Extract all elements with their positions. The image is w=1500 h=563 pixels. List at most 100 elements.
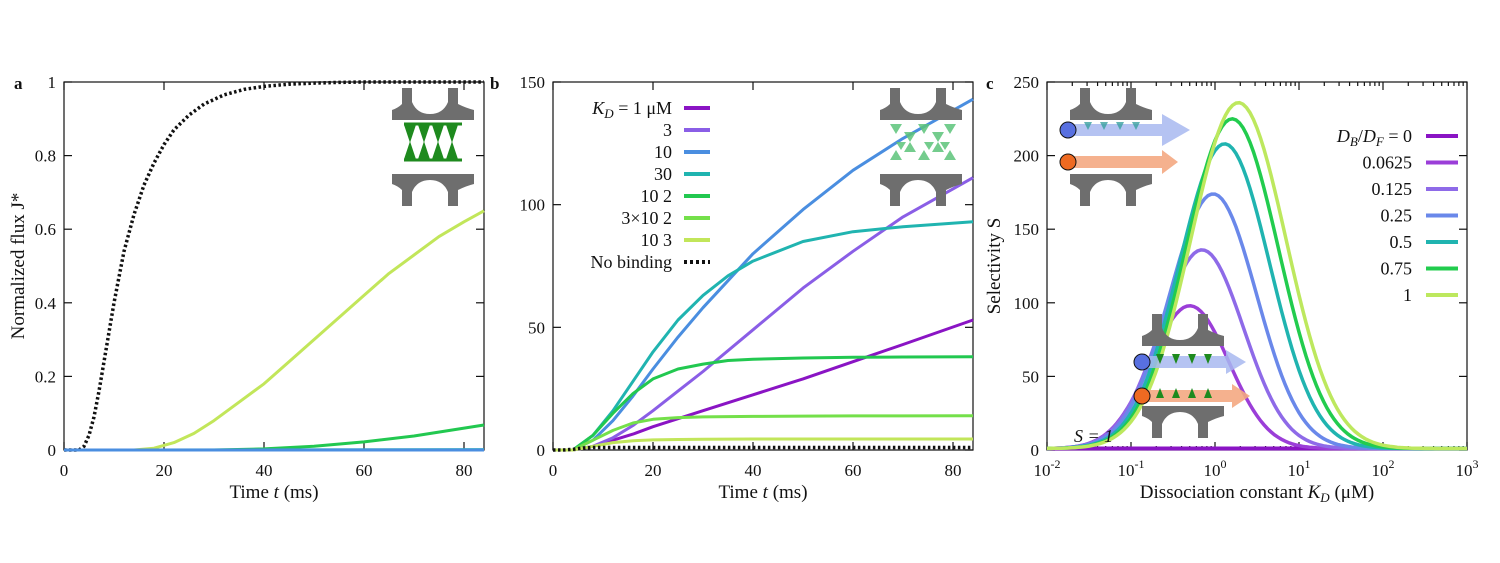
pore-bottom-icon [1070, 174, 1152, 206]
binding-sites-icon [890, 124, 956, 160]
x-tick-label: 40 [745, 461, 762, 480]
legend-label-c10: 10 [654, 142, 672, 162]
panel-b-pore-inset [880, 88, 962, 206]
y-tick-label: 150 [520, 73, 546, 92]
y-tick-label: 250 [1014, 73, 1040, 92]
binding-sites-icon [403, 122, 462, 162]
binding-sites-icon [1084, 122, 1140, 130]
panel-b-frame [552, 81, 974, 451]
x-tick-label: 20 [156, 461, 173, 480]
legend-label-c1000: 10 3 [641, 230, 673, 250]
pore-top-icon [1070, 88, 1152, 120]
selectivity-curve-r1 [1047, 100, 1467, 451]
series-line-c1000 [64, 209, 485, 452]
free-arrow-icon [1070, 150, 1178, 174]
y-tick-label: 200 [1014, 147, 1040, 166]
x-tick-label: 40 [256, 461, 273, 480]
series-line-c100 [64, 423, 485, 452]
legend-label-c300: 3×10 2 [621, 208, 672, 228]
y-tick-label: 1 [48, 73, 57, 92]
y-tick-label: 100 [1014, 294, 1040, 313]
x-tick-label: 0 [549, 461, 558, 480]
x-tick-label: 60 [845, 461, 862, 480]
s-equals-one-annotation: S = 1 [1074, 426, 1113, 446]
legend-label-r075: 0.75 [1381, 259, 1413, 279]
x-tick-label: 80 [456, 461, 473, 480]
y-tick-label: 150 [1014, 220, 1040, 239]
bound-arrow-icon [1070, 114, 1190, 146]
y-tick-label: 0.6 [35, 220, 56, 239]
panel-b: b 0 20 40 60 80 0 50 100 150 Time t (ms) KD = 1 … [490, 73, 974, 503]
series-line-nobind [553, 445, 973, 452]
y-tick-label: 0 [1031, 441, 1040, 460]
x-tick-label: 0 [60, 461, 69, 480]
bound-particle-icon [1059, 121, 1077, 139]
x-tick-label: 80 [945, 461, 962, 480]
legend-label-r0: DB/DF = 0 [1336, 126, 1412, 149]
panel-a-ylabel: Normalized flux J* [8, 193, 29, 340]
legend-label-r00625: 0.0625 [1363, 153, 1413, 173]
panel-b-lines [553, 97, 974, 452]
legend-label-r05: 0.5 [1390, 232, 1413, 252]
pore-top-icon [880, 88, 962, 120]
series-line-nobind [64, 80, 484, 452]
pore-bottom-icon [1142, 406, 1224, 438]
y-tick-label: 0.4 [35, 294, 57, 313]
y-tick-label: 0 [48, 441, 57, 460]
legend-label-c100: 10 2 [641, 186, 673, 206]
panel-b-label: b [490, 74, 499, 93]
bound-arrow-icon [1142, 350, 1246, 374]
panel-c: c 10-2 10-1 100 101 102 103 0 50 100 150 200 250 Di… [984, 73, 1479, 507]
x-tick-label: 103 [1456, 457, 1479, 480]
legend-label-r0125: 0.125 [1372, 179, 1413, 199]
x-tick-label: 20 [645, 461, 662, 480]
y-tick-label: 100 [520, 196, 546, 215]
y-tick-label: 0.8 [35, 147, 56, 166]
panel-a-pore-inset [392, 88, 474, 206]
panel-a-label: a [14, 74, 23, 93]
panel-c-bottom-inset [1133, 314, 1250, 438]
free-arrow-icon [1142, 384, 1250, 408]
y-tick-label: 50 [528, 318, 545, 337]
free-particle-icon [1059, 153, 1077, 171]
panel-a-frame [63, 81, 485, 451]
y-tick-label: 50 [1022, 367, 1039, 386]
pore-top-icon [392, 88, 474, 120]
panel-c-top-inset [1059, 88, 1190, 206]
x-tick-label: 60 [356, 461, 373, 480]
legend-label-c3: 3 [663, 120, 672, 140]
legend-label-r025: 0.25 [1381, 206, 1413, 226]
panel-c-legend: DB/DF = 0 0.0625 0.125 0.25 0.5 0.75 1 [1336, 126, 1458, 305]
panel-c-lines [1046, 100, 1467, 451]
panel-b-xlabel: Time t (ms) [718, 482, 807, 503]
series-line-c300 [553, 414, 974, 452]
panel-a-ticks: 0 20 40 60 80 0 0.2 0.4 0.6 0.8 1 [35, 73, 484, 480]
x-tick-label: 101 [1288, 457, 1311, 480]
x-tick-label: 10-2 [1034, 457, 1061, 480]
panel-a-lines [63, 80, 485, 452]
legend-label-nobind: No binding [590, 252, 672, 272]
panel-a: a 0 20 40 60 80 0 0.2 0.4 0.6 0.8 1 Time t (ms) No… [8, 73, 485, 503]
panel-a-xlabel: Time t (ms) [229, 482, 318, 503]
y-tick-label: 0 [537, 441, 546, 460]
pore-bottom-icon [392, 174, 474, 206]
panel-c-label: c [986, 74, 994, 93]
x-tick-label: 100 [1204, 457, 1227, 480]
pore-top-icon [1142, 314, 1224, 346]
panel-b-ticks: 0 20 40 60 80 0 50 100 150 [520, 73, 973, 480]
x-tick-label: 10-1 [1118, 457, 1145, 480]
pore-bottom-icon [880, 174, 962, 206]
binding-sites-icon [1156, 354, 1212, 398]
free-particle-icon [1133, 387, 1151, 405]
x-tick-label: 102 [1372, 457, 1395, 480]
legend-label-r1: 1 [1403, 285, 1412, 305]
panel-c-ylabel: Selectivity S [984, 218, 1005, 315]
panel-c-ticks: 10-2 10-1 100 101 102 103 0 50 100 150 200 250 [1014, 73, 1479, 480]
panel-c-xlabel: Dissociation constant KD (μM) [1140, 482, 1374, 507]
legend-label-c30: 30 [654, 164, 672, 184]
y-tick-label: 0.2 [35, 367, 56, 386]
bound-particle-icon [1133, 353, 1151, 371]
legend-label-c1: KD = 1 μM [591, 98, 672, 121]
